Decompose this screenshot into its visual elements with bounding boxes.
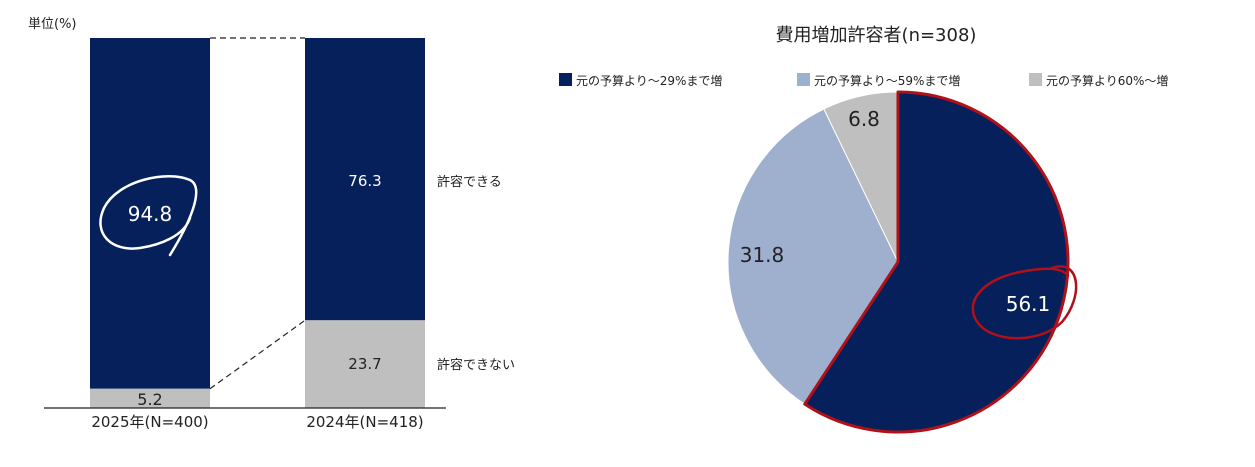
- pie-label-59: 31.8: [740, 243, 785, 267]
- bar-2024-allow: [305, 38, 425, 321]
- legend-swatch-29: [559, 73, 572, 86]
- pie-title: 費用増加許容者(n=308): [776, 25, 977, 46]
- pie-label-60: 6.8: [848, 107, 880, 131]
- category-label-2024: 2024年(N=418): [306, 413, 423, 431]
- pie-slice-29: [803, 90, 1070, 434]
- legend-label-60: 元の予算より60%～増: [1046, 73, 1168, 88]
- legend-swatch-60: [1029, 73, 1042, 86]
- pie-legend: 元の予算より～29%まで増 元の予算より～59%まで増 元の予算より60%～増: [559, 73, 1168, 88]
- connector-line-boundary: [209, 319, 306, 390]
- legend-swatch-59: [797, 73, 810, 86]
- series-label-deny: 許容できない: [437, 357, 515, 373]
- legend-label-59: 元の予算より～59%まで増: [814, 73, 960, 88]
- highlight-circle-56: [971, 265, 1078, 340]
- pie-label-29: 56.1: [1006, 292, 1051, 316]
- value-label-2024-allow: 76.3: [348, 172, 381, 190]
- unit-label: 単位(%): [28, 16, 77, 32]
- stacked-bar-chart: 単位(%) 94.8 5.2 76.3 23.7 2025年(N=400) 20…: [28, 16, 515, 431]
- value-label-2024-deny: 23.7: [348, 355, 381, 373]
- category-label-2025: 2025年(N=400): [91, 413, 208, 431]
- pie-chart: 費用増加許容者(n=308) 元の予算より～29%まで増 元の予算より～59%ま…: [559, 25, 1168, 434]
- value-label-2025-allow: 94.8: [128, 202, 173, 226]
- value-label-2025-deny: 5.2: [137, 390, 162, 409]
- highlight-circle-2025: [99, 174, 198, 257]
- series-label-allow: 許容できる: [437, 174, 502, 190]
- bar-2025-allow: [90, 38, 210, 389]
- bar-2024-deny: [305, 320, 425, 408]
- legend-label-29: 元の予算より～29%まで増: [576, 73, 722, 88]
- bar-2025-deny: [90, 388, 210, 408]
- pie-slice-59: [727, 108, 899, 405]
